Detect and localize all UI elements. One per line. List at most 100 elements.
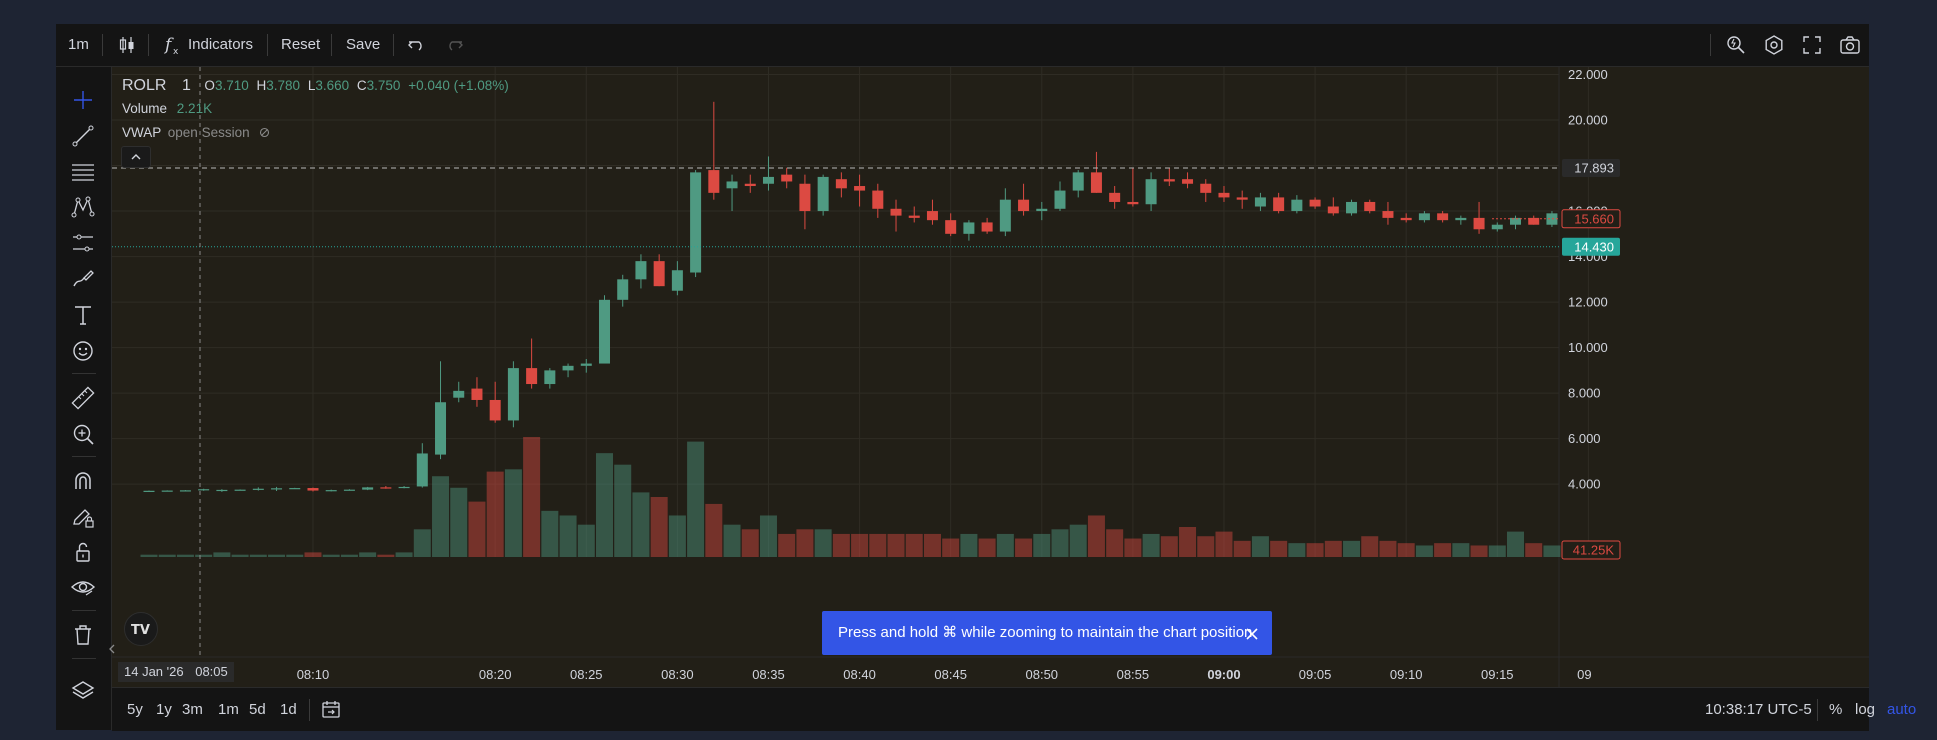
volume-bar bbox=[1015, 538, 1033, 557]
vwap-legend[interactable]: VWAP open Session bbox=[122, 125, 270, 141]
dashed-line-price-badge: 17.893 bbox=[1562, 158, 1620, 177]
toolbar-divider bbox=[393, 34, 394, 56]
volume-bar bbox=[1251, 536, 1269, 557]
candle-body bbox=[526, 368, 538, 385]
reset-button[interactable]: Reset bbox=[281, 36, 321, 53]
volume-bar bbox=[1324, 540, 1342, 557]
volume-badge-text: 41.25K bbox=[1573, 543, 1615, 558]
candle-body bbox=[999, 199, 1011, 232]
slash-circle-icon[interactable] bbox=[259, 126, 270, 141]
candle-body bbox=[544, 370, 556, 385]
magnet-icon[interactable] bbox=[70, 468, 96, 494]
undo-icon[interactable] bbox=[406, 34, 428, 56]
candle-body bbox=[744, 183, 756, 187]
volume-bar bbox=[796, 529, 814, 557]
period-3m[interactable]: 3m bbox=[182, 701, 203, 718]
collapse-legend-button[interactable] bbox=[121, 146, 151, 168]
close-icon[interactable] bbox=[1246, 611, 1258, 655]
save-button[interactable]: Save bbox=[346, 36, 381, 53]
auto-toggle[interactable]: auto bbox=[1887, 701, 1917, 718]
candle-body bbox=[1546, 213, 1558, 225]
toolbar-divider bbox=[72, 610, 96, 611]
emoji-icon[interactable] bbox=[70, 338, 96, 364]
period-1d[interactable]: 1d bbox=[280, 701, 297, 718]
period-5d[interactable]: 5d bbox=[249, 701, 266, 718]
volume-bar bbox=[195, 554, 213, 557]
candle-body bbox=[453, 390, 465, 398]
pattern-icon[interactable] bbox=[70, 194, 96, 220]
camera-icon[interactable] bbox=[1839, 34, 1861, 56]
y-tick-label: 4.000 bbox=[1568, 477, 1601, 492]
fullscreen-icon[interactable] bbox=[1801, 34, 1823, 56]
trash-icon[interactable] bbox=[70, 622, 96, 648]
volume-bar bbox=[249, 554, 267, 557]
vwap-price-badge: 14.430 bbox=[1562, 237, 1620, 256]
unlock-icon[interactable] bbox=[70, 539, 96, 565]
toolbar-divider bbox=[102, 34, 103, 56]
svg-text:TV: TV bbox=[131, 623, 150, 638]
ruler-icon[interactable] bbox=[70, 385, 96, 411]
candle-body bbox=[562, 365, 574, 371]
candle-body bbox=[1291, 199, 1303, 212]
chart-pane[interactable]: 08:10 08:20 08:25 08:30 08:35 08:40 08:45 08:50… bbox=[109, 67, 1869, 687]
log-toggle[interactable]: log bbox=[1855, 701, 1876, 718]
eye-icon[interactable] bbox=[70, 574, 96, 600]
redo-icon[interactable] bbox=[443, 34, 465, 56]
volume-legend[interactable]: Volume 2.21K bbox=[122, 101, 212, 116]
volume-bar bbox=[1197, 536, 1215, 557]
candle-body bbox=[234, 489, 246, 491]
axis-settings-icon[interactable] bbox=[1885, 665, 1901, 681]
forecast-icon[interactable] bbox=[70, 230, 96, 256]
crosshair-icon[interactable] bbox=[70, 87, 96, 113]
volume-bar bbox=[596, 453, 613, 557]
tradingview-logo[interactable]: TV bbox=[124, 612, 158, 646]
goto-date-icon[interactable] bbox=[320, 698, 342, 720]
clock-label[interactable]: 10:38:17 UTC-5 bbox=[1705, 701, 1812, 718]
period-5y[interactable]: 5y bbox=[127, 701, 143, 718]
fib-retracement-icon[interactable] bbox=[70, 159, 96, 185]
collapse-toolbar-icon[interactable] bbox=[107, 641, 117, 657]
candle-body bbox=[1036, 208, 1048, 212]
symbol-name[interactable]: ROLR bbox=[122, 77, 167, 94]
volume-bar bbox=[1106, 529, 1124, 557]
volume-bar bbox=[268, 554, 286, 557]
toolbar-divider bbox=[72, 373, 96, 374]
price-chart[interactable]: 08:10 08:20 08:25 08:30 08:35 08:40 08:45 08:50… bbox=[112, 67, 1869, 687]
period-1m[interactable]: 1m bbox=[218, 701, 239, 718]
candle-body bbox=[471, 388, 483, 400]
period-1y[interactable]: 1y bbox=[156, 701, 172, 718]
volume-bar bbox=[650, 497, 668, 557]
low-label: L bbox=[307, 78, 316, 93]
interval-button[interactable]: 1m bbox=[68, 36, 89, 53]
volume-label: Volume bbox=[122, 101, 168, 116]
volume-bar bbox=[1160, 536, 1178, 557]
crosshair-date: 14 Jan '26 bbox=[124, 664, 184, 679]
x-tick-label: 09:10 bbox=[1390, 667, 1423, 682]
toolbar-divider bbox=[148, 34, 149, 56]
candle-body bbox=[507, 368, 519, 421]
volume-bar bbox=[231, 554, 249, 557]
volume-bar bbox=[1288, 543, 1306, 557]
lock-pencil-icon[interactable] bbox=[70, 504, 96, 530]
layers-icon[interactable] bbox=[70, 678, 96, 704]
settings-icon[interactable] bbox=[1763, 34, 1785, 56]
text-icon[interactable] bbox=[70, 302, 96, 328]
zoom-in-icon[interactable] bbox=[70, 421, 96, 447]
candle-body bbox=[143, 490, 155, 492]
quick-search-icon[interactable] bbox=[1725, 34, 1747, 56]
candle-body bbox=[343, 489, 355, 491]
percent-toggle[interactable]: % bbox=[1829, 701, 1843, 718]
volume-bar bbox=[832, 533, 850, 557]
trend-line-icon[interactable] bbox=[70, 123, 96, 149]
indicators-button[interactable]: Indicators bbox=[188, 36, 254, 53]
brush-icon[interactable] bbox=[70, 266, 96, 292]
candle-body bbox=[1364, 201, 1376, 212]
x-tick-label: 08:35 bbox=[752, 667, 785, 682]
volume-bar bbox=[176, 554, 194, 557]
symbol-legend[interactable]: ROLR 1 O3.710 H3.780 L3.660 C3.750 +0.04… bbox=[122, 77, 509, 95]
candles-icon[interactable] bbox=[116, 34, 138, 56]
candle-body bbox=[1236, 197, 1248, 200]
zoom-hint-toast: Press and hold ⌘ while zooming to mainta… bbox=[822, 611, 1272, 655]
